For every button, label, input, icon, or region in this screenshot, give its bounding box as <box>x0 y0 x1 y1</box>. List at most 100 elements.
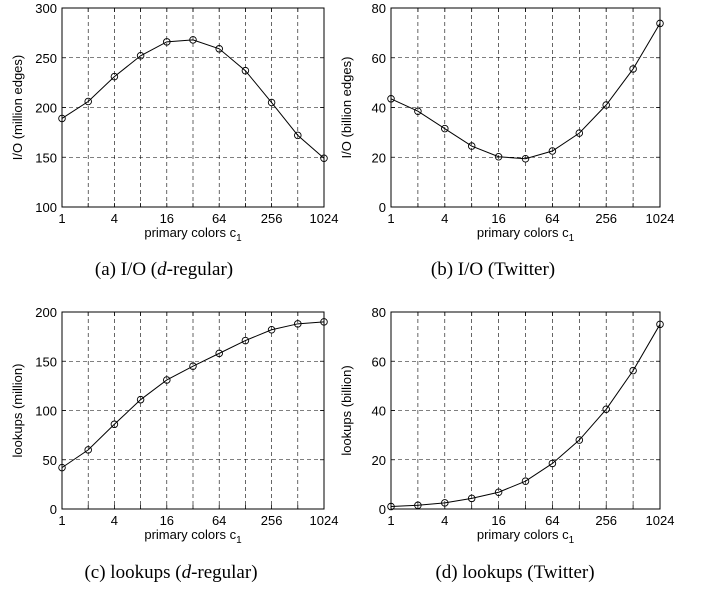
y-tick-label: 80 <box>372 305 386 320</box>
x-tick-label: 4 <box>111 211 118 226</box>
data-point <box>548 147 557 155</box>
x-tick-label: 1 <box>58 211 65 226</box>
y-tick-label: 250 <box>35 51 57 66</box>
x-tick-label: 16 <box>491 211 505 226</box>
y-tick-label: 50 <box>43 453 57 468</box>
data-point <box>189 362 197 370</box>
data-point <box>294 320 302 328</box>
data-point <box>656 320 664 329</box>
data-point <box>58 463 66 472</box>
data-point <box>467 142 476 150</box>
x-tick-label: 256 <box>261 513 283 528</box>
x-tick-label: 4 <box>441 513 448 528</box>
x-tick-label: 1 <box>387 211 394 226</box>
data-point <box>110 420 119 429</box>
x-tick-label: 1024 <box>646 211 675 226</box>
y-tick-label: 20 <box>372 453 386 468</box>
x-tick-label: 16 <box>160 211 174 226</box>
data-point <box>215 349 223 358</box>
x-tick-label: 1 <box>387 513 394 528</box>
x-axis-label: primary colors c1 <box>477 225 575 244</box>
y-tick-label: 0 <box>379 502 386 517</box>
data-point <box>575 436 584 444</box>
x-tick-label: 256 <box>595 513 617 528</box>
x-tick-label: 16 <box>160 513 174 528</box>
data-point <box>320 154 328 162</box>
x-tick-label: 1 <box>58 513 65 528</box>
y-tick-label: 300 <box>35 1 57 16</box>
data-point <box>602 101 610 109</box>
data-point <box>267 98 276 107</box>
data-point <box>163 38 171 46</box>
y-tick-label: 0 <box>379 200 386 215</box>
series-line <box>390 23 661 160</box>
data-point <box>136 395 145 404</box>
y-tick-label: 60 <box>372 354 386 369</box>
x-axis-label: primary colors c1 <box>477 527 575 546</box>
y-axis-label: I/O (million edges) <box>10 55 25 160</box>
data-point <box>629 366 637 375</box>
data-point <box>521 477 530 485</box>
y-tick-label: 80 <box>372 1 386 16</box>
data-point <box>189 36 197 44</box>
data-point <box>84 446 92 454</box>
series-line <box>390 324 661 508</box>
data-point <box>58 114 66 123</box>
data-point <box>294 131 302 140</box>
panel-caption: (d) lookups (Twitter) <box>435 562 594 583</box>
y-tick-label: 0 <box>50 502 57 517</box>
series-line <box>61 39 325 159</box>
data-point <box>414 501 422 510</box>
x-tick-label: 256 <box>595 211 617 226</box>
y-tick-label: 150 <box>35 150 57 165</box>
data-point <box>387 95 395 103</box>
y-tick-label: 40 <box>372 404 386 419</box>
data-point <box>494 488 503 497</box>
y-axis-label: lookups (million) <box>10 364 25 458</box>
x-axis-label: primary colors c1 <box>144 225 242 244</box>
panel-2: 1 4 16 64 256 1024 0 20 40 60 80 primary colors c1 I… <box>339 1 674 280</box>
panel-4: 1 4 16 64 256 1024 0 20 40 60 80 primary colors c1 l… <box>339 305 674 583</box>
data-point <box>320 318 328 326</box>
data-point <box>110 72 119 81</box>
panel-3: 1 4 16 64 256 1024 0 50 100 150 200 primary colors … <box>10 305 338 583</box>
x-tick-label: 4 <box>111 513 118 528</box>
data-point <box>521 154 530 163</box>
panel-1: 1 4 16 64 256 1024 100 150 200 250 300 primary colo… <box>10 1 338 280</box>
y-tick-label: 40 <box>372 101 386 116</box>
data-point <box>467 494 476 503</box>
y-tick-label: 200 <box>35 305 57 320</box>
y-tick-label: 60 <box>372 51 386 66</box>
data-point <box>414 107 422 115</box>
x-tick-label: 64 <box>545 513 559 528</box>
series-line <box>61 321 325 469</box>
data-point <box>441 499 449 507</box>
y-tick-label: 20 <box>372 150 386 165</box>
x-tick-label: 1024 <box>310 513 339 528</box>
x-tick-label: 64 <box>545 211 559 226</box>
data-point <box>136 52 145 60</box>
y-tick-label: 100 <box>35 404 57 419</box>
x-tick-label: 256 <box>261 211 283 226</box>
data-point <box>267 325 276 334</box>
data-point <box>241 336 250 345</box>
data-point <box>575 129 584 137</box>
panel-caption: (c) lookups (d-regular) <box>84 562 257 583</box>
x-tick-label: 1024 <box>310 211 339 226</box>
x-tick-label: 16 <box>491 513 505 528</box>
y-axis-label: I/O (billion edges) <box>339 57 354 159</box>
data-point <box>163 376 171 384</box>
data-point <box>629 65 637 73</box>
x-tick-label: 64 <box>212 211 226 226</box>
data-point <box>602 405 610 414</box>
y-axis-label: lookups (billion) <box>339 365 354 455</box>
data-point <box>387 502 395 511</box>
data-point <box>441 124 449 133</box>
data-point <box>548 459 557 468</box>
y-tick-label: 100 <box>35 200 57 215</box>
x-tick-label: 4 <box>441 211 448 226</box>
data-point <box>215 45 223 53</box>
data-point <box>84 97 92 106</box>
panel-caption: (b) I/O (Twitter) <box>431 259 555 280</box>
